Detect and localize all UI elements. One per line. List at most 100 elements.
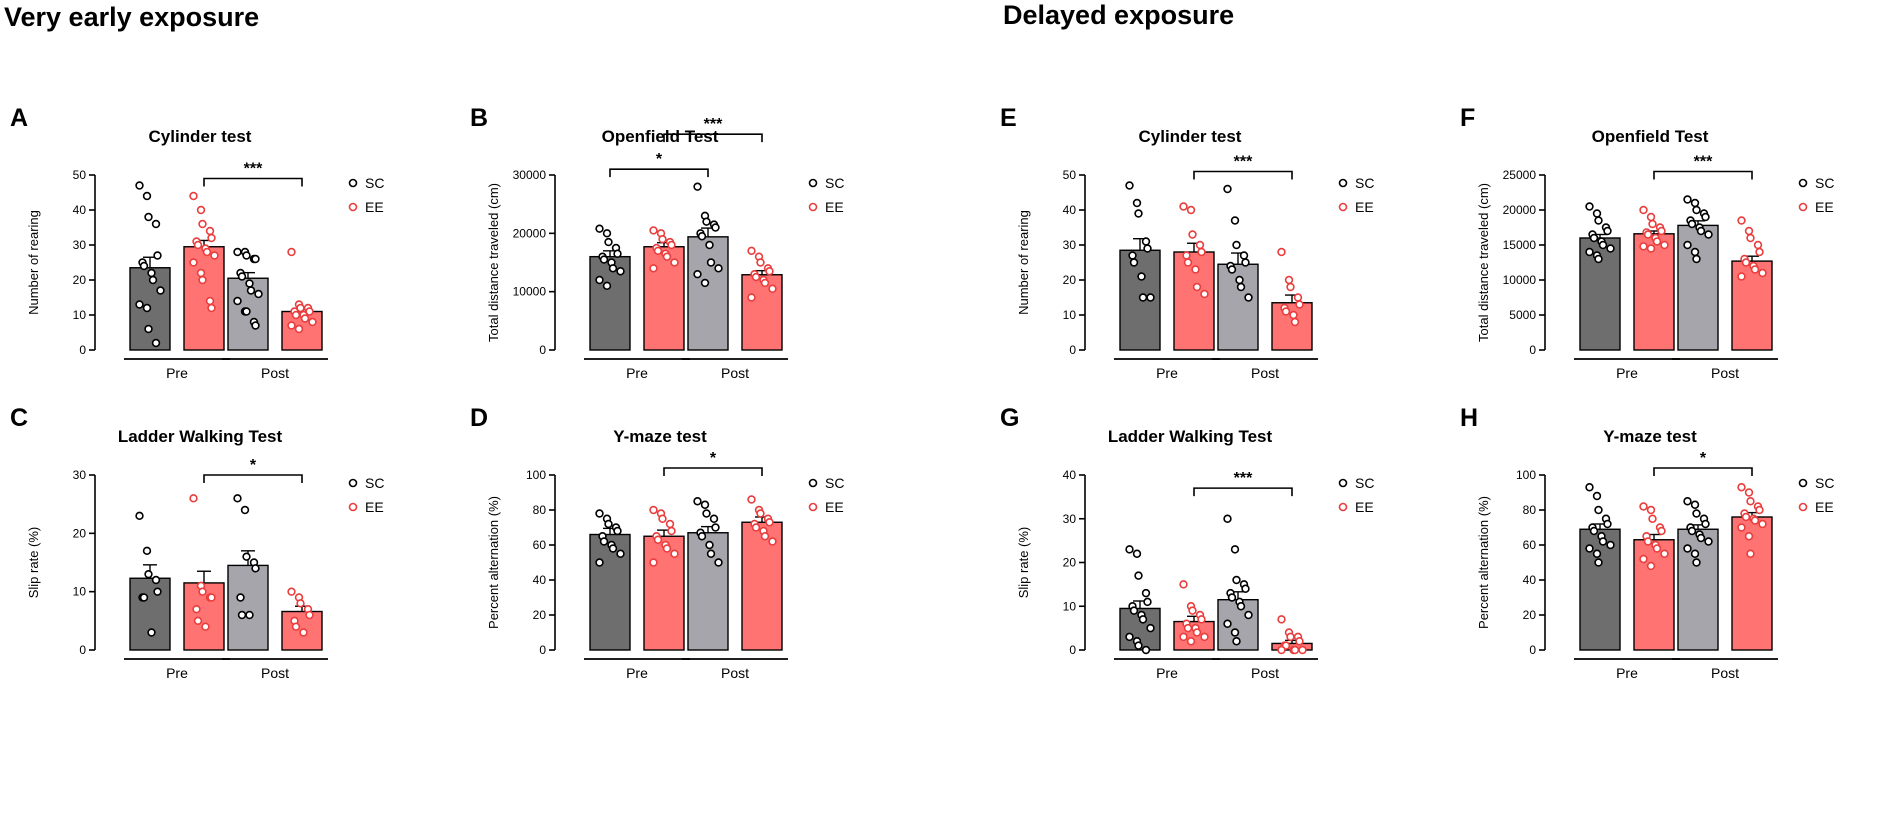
data-point bbox=[287, 321, 296, 330]
ee-legend-marker bbox=[1338, 202, 1348, 212]
data-point bbox=[305, 610, 314, 620]
data-point bbox=[602, 281, 612, 291]
data-point bbox=[1244, 293, 1253, 302]
panel-a-cylinder-test: A Cylinder test Number of rearing 0 10 20 30 40… bbox=[0, 104, 420, 410]
data-point bbox=[1594, 216, 1603, 225]
data-point bbox=[1298, 645, 1307, 655]
data-point bbox=[196, 268, 206, 278]
data-point bbox=[1125, 632, 1134, 642]
data-point bbox=[1598, 240, 1608, 250]
data-point bbox=[251, 254, 260, 264]
data-point bbox=[300, 314, 310, 323]
y-tick-label: 80 bbox=[1523, 503, 1537, 517]
data-point bbox=[700, 500, 710, 509]
data-point bbox=[144, 324, 153, 334]
legend-label: EE bbox=[1815, 499, 1834, 515]
data-point bbox=[189, 258, 198, 267]
data-point bbox=[665, 519, 675, 529]
panel-letter: A bbox=[10, 104, 28, 132]
data-point bbox=[1648, 514, 1657, 523]
y-tick-label: 25000 bbox=[1503, 168, 1537, 182]
data-point bbox=[1592, 209, 1602, 218]
data-point bbox=[1646, 505, 1656, 515]
data-point bbox=[287, 587, 296, 596]
data-point bbox=[705, 540, 714, 550]
data-point bbox=[1755, 247, 1764, 257]
legend-label: SC bbox=[1355, 475, 1374, 491]
data-point bbox=[242, 307, 251, 316]
data-point bbox=[1741, 512, 1751, 522]
data-point bbox=[747, 495, 756, 504]
data-point bbox=[1129, 606, 1139, 615]
data-point bbox=[1188, 606, 1197, 615]
y-tick-label: 10 bbox=[73, 585, 87, 599]
legend-label: EE bbox=[825, 199, 844, 215]
data-point bbox=[299, 628, 308, 637]
panel-b-openfield-test: B Openfield Test Total distance traveled (… bbox=[460, 104, 880, 410]
sc-legend-marker bbox=[808, 178, 818, 188]
data-point bbox=[1592, 549, 1602, 558]
data-point bbox=[1606, 244, 1615, 253]
y-tick-label: 5000 bbox=[1509, 308, 1536, 322]
data-point bbox=[237, 272, 247, 281]
data-point bbox=[1125, 181, 1134, 190]
data-point bbox=[1183, 623, 1193, 633]
data-point bbox=[1646, 561, 1656, 571]
data-point bbox=[151, 575, 161, 585]
data-point bbox=[135, 300, 144, 309]
category-label: Pre bbox=[626, 665, 648, 681]
data-point bbox=[1277, 247, 1286, 257]
data-point bbox=[711, 523, 720, 532]
data-point bbox=[291, 310, 301, 320]
data-point bbox=[308, 317, 317, 327]
data-point bbox=[148, 275, 158, 285]
data-point bbox=[714, 264, 723, 273]
data-point bbox=[751, 523, 761, 532]
category-label: Pre bbox=[166, 365, 188, 381]
chart-svg: G Ladder Walking Test Slip rate (%) 0 10 20 30… bbox=[1000, 404, 1374, 681]
data-point bbox=[233, 247, 242, 257]
data-point bbox=[1232, 637, 1241, 646]
data-point bbox=[1692, 558, 1701, 567]
data-point bbox=[1230, 628, 1240, 637]
data-point bbox=[747, 293, 756, 302]
panel-letter: G bbox=[1000, 404, 1019, 432]
data-point bbox=[237, 610, 247, 620]
chart-svg: E Cylinder test Number of rearing 0 10 20 30 40… bbox=[1000, 104, 1374, 381]
significance-label: *** bbox=[704, 116, 723, 133]
data-point bbox=[1192, 628, 1202, 637]
data-point bbox=[1652, 544, 1662, 553]
panel-g-ladder-walking-test: G Ladder Walking Test Slip rate (%) 0 10 20 30… bbox=[990, 404, 1410, 710]
data-point bbox=[1236, 282, 1246, 292]
data-point bbox=[233, 494, 242, 503]
data-point bbox=[602, 229, 612, 238]
data-point bbox=[1646, 244, 1656, 253]
data-point bbox=[1186, 205, 1196, 215]
data-point bbox=[202, 247, 212, 257]
data-point bbox=[1223, 184, 1232, 194]
significance-label: * bbox=[710, 450, 717, 467]
significance-bracket bbox=[609, 168, 709, 178]
data-point bbox=[616, 549, 625, 558]
data-point bbox=[1146, 623, 1155, 633]
data-point bbox=[1683, 497, 1692, 506]
data-point bbox=[604, 519, 613, 529]
y-tick-label: 40 bbox=[1063, 468, 1077, 482]
data-point bbox=[207, 233, 216, 243]
data-point bbox=[1737, 216, 1746, 225]
data-point bbox=[1603, 519, 1612, 529]
y-tick-label: 10 bbox=[1063, 599, 1077, 613]
significance-label: * bbox=[656, 151, 663, 168]
data-point bbox=[1657, 526, 1666, 536]
data-point bbox=[709, 514, 719, 523]
data-point bbox=[1643, 230, 1653, 239]
significance-label: *** bbox=[244, 161, 263, 178]
data-point bbox=[233, 296, 242, 306]
data-point bbox=[1592, 491, 1602, 501]
data-point bbox=[1737, 523, 1746, 532]
data-point bbox=[1179, 580, 1188, 589]
chart-title: Cylinder test bbox=[149, 127, 252, 146]
significance-bracket bbox=[203, 177, 303, 187]
data-point bbox=[142, 303, 152, 313]
data-point bbox=[193, 240, 203, 250]
